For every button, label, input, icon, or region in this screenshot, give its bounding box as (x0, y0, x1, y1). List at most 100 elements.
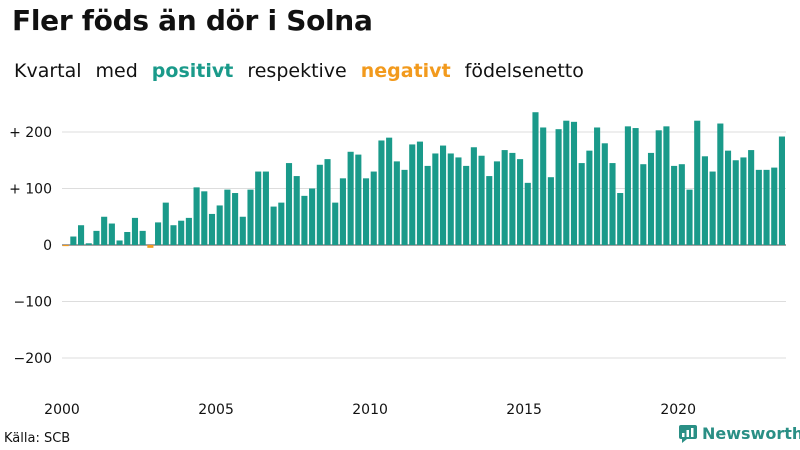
y-tick-label: 0 (43, 238, 52, 254)
bar (78, 225, 85, 245)
bar (640, 164, 647, 245)
bar (370, 171, 377, 245)
bar (486, 176, 493, 245)
bar (594, 127, 601, 245)
bar (771, 167, 778, 245)
bar (547, 177, 554, 245)
x-tick-label: 2005 (198, 402, 234, 418)
bar (724, 150, 732, 245)
bar (678, 164, 685, 245)
bar (447, 153, 454, 245)
source-note: Källa: SCB (4, 431, 71, 446)
bar (162, 202, 169, 245)
bar (709, 171, 716, 245)
bar (309, 188, 316, 245)
bar-chart: + 200 + 100 0 −100 −200 2000 2005 2010 2015 2020 (9, 112, 786, 418)
bar (316, 164, 323, 245)
bar (778, 136, 785, 245)
y-tick-label: + 200 (9, 125, 52, 141)
bar (70, 236, 77, 245)
bar (624, 126, 631, 245)
bar (632, 128, 639, 245)
bar (101, 216, 108, 245)
bar (655, 130, 662, 245)
subtitle-word: Kvartal (14, 60, 82, 82)
bar (285, 163, 293, 245)
bar (93, 230, 100, 245)
bar (517, 159, 524, 245)
bar (85, 243, 92, 245)
bar (401, 169, 408, 245)
bar (524, 182, 531, 245)
bar (416, 141, 423, 245)
bar (193, 187, 200, 245)
bar (270, 206, 277, 245)
bar (763, 169, 770, 245)
y-tick-label: + 100 (9, 182, 52, 198)
bar (540, 127, 547, 245)
bar (155, 222, 162, 245)
bar (463, 165, 470, 245)
bar (339, 178, 346, 245)
chart-title: Fler föds än dör i Solna (12, 4, 373, 37)
bar (393, 161, 400, 245)
x-tick-label: 2015 (506, 402, 542, 418)
subtitle-negative: negativt (360, 60, 451, 82)
bar (563, 120, 570, 245)
bar (170, 225, 177, 245)
bar (216, 205, 223, 245)
bar (671, 165, 678, 245)
bar (663, 126, 670, 245)
bar (255, 171, 262, 245)
bar (362, 178, 370, 245)
bar (617, 193, 624, 245)
bar (139, 230, 146, 245)
bar (108, 223, 115, 245)
bar (378, 140, 385, 245)
bar (232, 193, 239, 245)
bar (178, 220, 185, 245)
bar (686, 189, 693, 245)
bar (717, 123, 724, 245)
bar (493, 161, 501, 245)
bar (131, 217, 139, 245)
bar (555, 129, 562, 245)
bar (147, 245, 154, 248)
bar (732, 160, 739, 245)
bar (532, 112, 539, 245)
bar (432, 153, 439, 245)
y-tick-label: −200 (14, 351, 52, 367)
x-tick-label: 2000 (44, 402, 80, 418)
bar (609, 163, 616, 245)
bar (185, 217, 192, 245)
bar (424, 165, 431, 245)
brand-logo: Newsworthy (679, 424, 800, 443)
x-tick-label: 2020 (660, 402, 696, 418)
brand-name: Newsworthy (702, 424, 800, 443)
bar (755, 169, 762, 245)
bar (694, 120, 701, 245)
bar (440, 145, 447, 245)
bar (116, 240, 123, 245)
chart-subtitle: Kvartal med positivt respektive negativt föde… (14, 60, 598, 82)
bar (62, 245, 69, 247)
bar (478, 155, 485, 245)
bar (239, 216, 246, 245)
bar (278, 202, 285, 245)
bar (386, 137, 393, 245)
bar (347, 151, 354, 245)
bar (124, 232, 131, 245)
subtitle-word: födelsenetto (464, 60, 584, 82)
bar (586, 150, 593, 245)
bar (409, 144, 416, 245)
bar (224, 189, 231, 245)
bar (301, 195, 308, 245)
bar (208, 213, 216, 245)
bar (748, 150, 755, 245)
bar (578, 163, 585, 245)
bar (601, 143, 608, 245)
x-tick-label: 2010 (352, 402, 388, 418)
y-tick-label: −100 (14, 295, 52, 311)
bar (455, 157, 462, 245)
bar (247, 189, 254, 245)
